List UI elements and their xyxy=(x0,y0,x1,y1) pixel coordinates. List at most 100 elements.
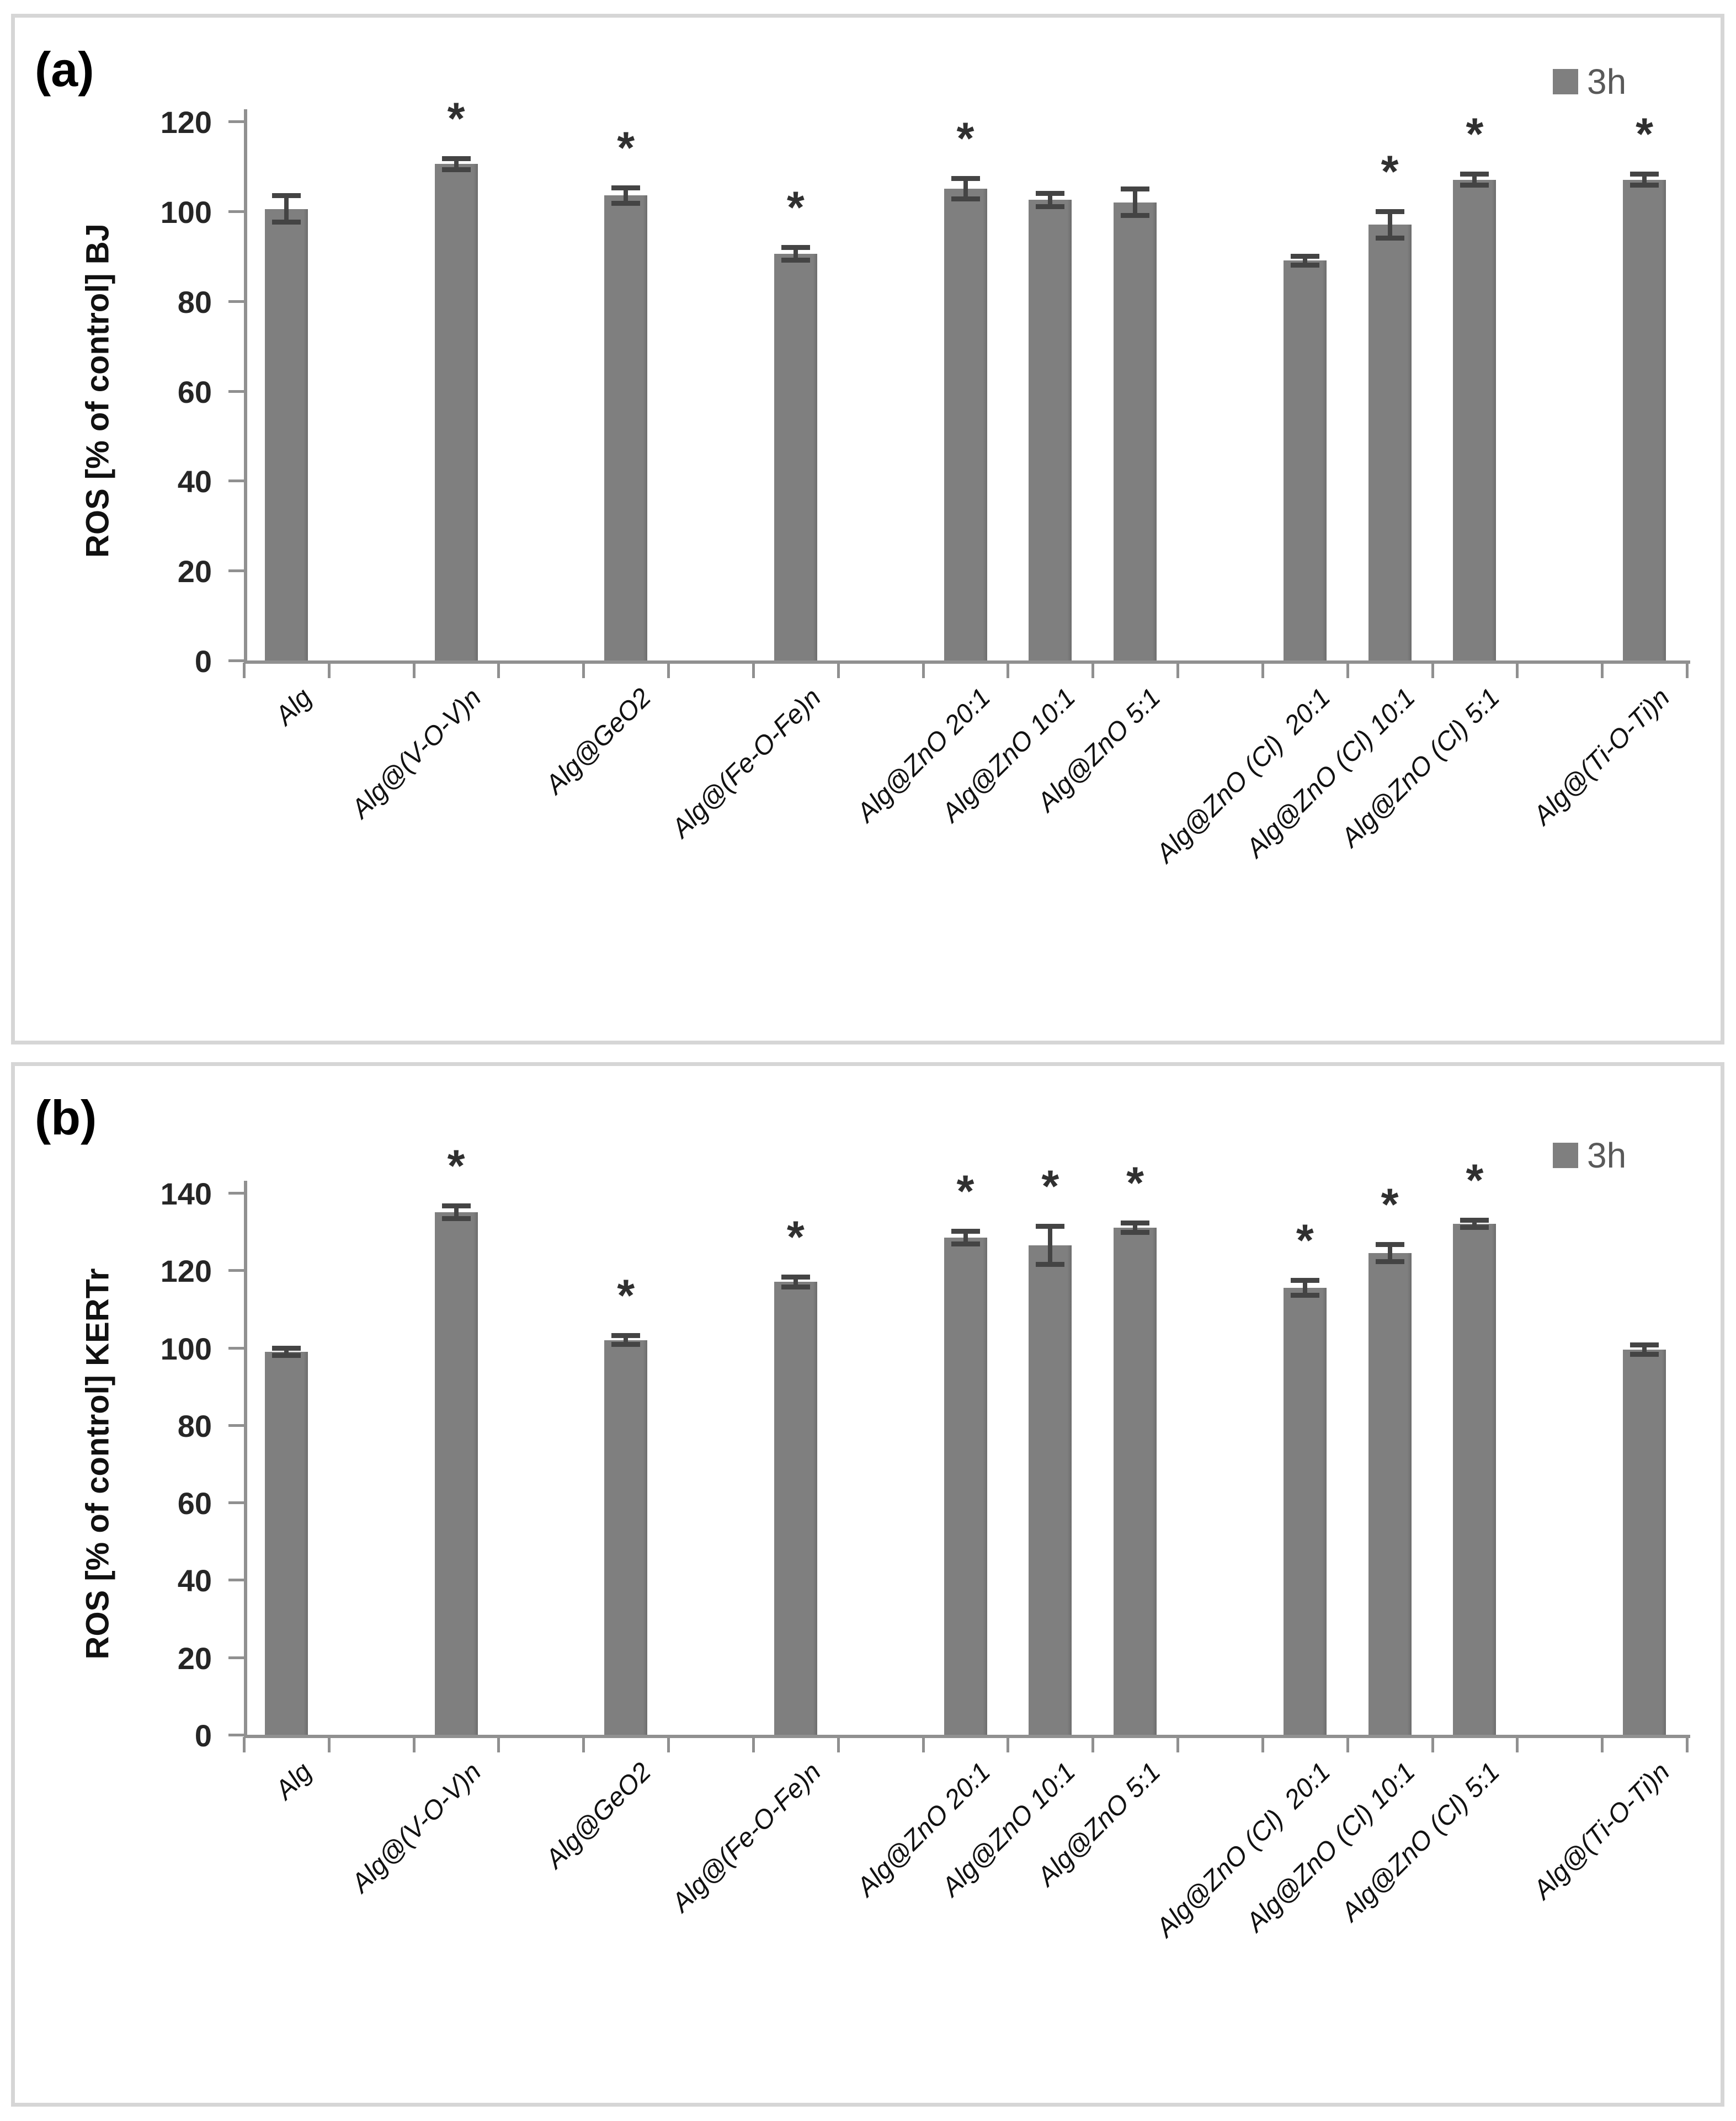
error-bar-cap-bottom xyxy=(781,258,810,263)
x-tick-mark xyxy=(582,663,585,678)
x-tick-mark xyxy=(1516,1737,1519,1752)
error-bar xyxy=(1387,1244,1392,1262)
bar-Alg@ZnO-10:1 xyxy=(1029,200,1072,660)
error-bar-cap-bottom xyxy=(1460,183,1489,188)
bar-Alg@(Ti-O-Ti)n xyxy=(1623,1350,1666,1735)
y-tick-mark xyxy=(228,1579,244,1582)
category-label: Alg@ZnO (Cl) 5:1 xyxy=(1335,683,1506,853)
error-bar-cap-top xyxy=(951,176,980,182)
significance-asterisk: * xyxy=(447,1141,465,1192)
significance-asterisk: * xyxy=(617,1271,635,1321)
category-label: Alg@(Fe-O-Fe)n xyxy=(666,1757,827,1918)
x-tick-mark xyxy=(752,663,755,678)
y-tick-label: 40 xyxy=(177,1563,212,1598)
category-label: Alg@(V-O-V)n xyxy=(346,683,487,824)
y-tick-label: 80 xyxy=(177,284,212,319)
y-tick-label: 140 xyxy=(160,1176,212,1211)
bar-Alg@ZnO-5:1 xyxy=(1114,202,1157,660)
x-tick-mark xyxy=(497,1737,500,1752)
significance-asterisk: * xyxy=(1466,109,1484,160)
x-tick-mark xyxy=(1176,1737,1180,1752)
error-bar xyxy=(624,187,629,204)
x-tick-mark xyxy=(1431,663,1434,678)
significance-asterisk: * xyxy=(956,1166,974,1217)
y-tick-mark xyxy=(228,390,244,393)
error-bar xyxy=(1048,1225,1053,1265)
panel-letter-a: (a) xyxy=(35,42,94,97)
bar-Alg@(Fe-O-Fe)n xyxy=(774,254,817,660)
error-bar-cap-bottom xyxy=(951,1241,980,1246)
error-bar xyxy=(793,247,798,261)
y-tick-mark xyxy=(228,1501,244,1505)
x-axis-line xyxy=(244,660,1690,664)
significance-asterisk: * xyxy=(786,182,805,233)
x-tick-mark xyxy=(1601,1737,1604,1752)
x-tick-mark xyxy=(752,1737,755,1752)
y-tick-mark xyxy=(228,1346,244,1350)
y-tick-mark xyxy=(228,569,244,573)
error-bar-cap-top xyxy=(781,244,810,250)
error-bar xyxy=(1048,193,1053,207)
error-bar-cap-bottom xyxy=(611,1341,641,1347)
x-tick-mark xyxy=(327,1737,331,1752)
bar-Alg@(Fe-O-Fe)n xyxy=(774,1282,817,1735)
x-tick-mark xyxy=(412,663,416,678)
y-axis-line xyxy=(244,109,247,664)
error-bar xyxy=(284,195,289,223)
bar-Alg xyxy=(264,209,308,660)
legend-swatch-icon xyxy=(1553,69,1578,94)
panel-b: (b) ROS [% of control] KERTr 3h 0 20 40 60 8… xyxy=(11,1062,1724,2107)
error-bar-cap-top xyxy=(1630,172,1659,177)
error-bar xyxy=(1387,211,1392,238)
error-bar-cap-top xyxy=(1375,209,1404,214)
significance-asterisk: * xyxy=(1466,1155,1484,1206)
bar-Alg@ZnO-(Cl)-5:1 xyxy=(1453,179,1497,660)
x-tick-mark xyxy=(412,1737,416,1752)
y-tick-label: 20 xyxy=(177,1640,212,1676)
x-tick-mark xyxy=(1091,663,1095,678)
bar-Alg@GeO2 xyxy=(604,195,648,660)
y-tick-mark xyxy=(228,1656,244,1659)
error-bar xyxy=(1302,1280,1307,1296)
error-bar xyxy=(1472,1220,1477,1228)
error-bar-cap-top xyxy=(441,1203,471,1209)
y-tick-label: 100 xyxy=(160,194,212,230)
bar-Alg@ZnO-(Cl)-20:1 xyxy=(1283,260,1327,660)
panel-letter-b: (b) xyxy=(35,1090,97,1145)
error-bar-cap-bottom xyxy=(1290,1292,1319,1298)
error-bar-cap-top xyxy=(951,1228,980,1234)
error-bar-cap-top xyxy=(1121,186,1150,192)
x-tick-mark xyxy=(582,1737,585,1752)
error-bar xyxy=(963,1230,968,1244)
x-tick-mark xyxy=(1007,1737,1010,1752)
bar-Alg@(V-O-V)n xyxy=(434,164,478,660)
y-tick-mark xyxy=(228,479,244,483)
x-tick-mark xyxy=(922,663,925,678)
error-bar-cap-top xyxy=(611,185,641,190)
bar-Alg@(V-O-V)n xyxy=(434,1212,478,1735)
category-label: Alg@ZnO (Cl) 5:1 xyxy=(1335,1757,1506,1927)
error-bar-cap-top xyxy=(1375,1241,1404,1247)
x-tick-mark xyxy=(837,1737,840,1752)
significance-asterisk: * xyxy=(1381,1179,1399,1230)
significance-asterisk: * xyxy=(1636,109,1654,160)
bar-Alg@GeO2 xyxy=(604,1340,648,1735)
error-bar-cap-top xyxy=(1290,1277,1319,1283)
bar-Alg@ZnO-10:1 xyxy=(1029,1245,1072,1735)
y-tick-label: 0 xyxy=(194,644,212,679)
plot-b: 0 20 40 60 80 100 120 140 Alg * Alg@(V-O-V)n * Alg@G… xyxy=(15,1066,1721,2103)
x-tick-mark xyxy=(243,663,246,678)
error-bar-cap-top xyxy=(1630,1342,1659,1347)
significance-asterisk: * xyxy=(617,122,635,173)
error-bar-cap-bottom xyxy=(1630,183,1659,188)
error-bar-cap-bottom xyxy=(1375,1259,1404,1264)
category-label: Alg@(Ti-O-Ti)n xyxy=(1527,683,1676,831)
legend-label-a: 3h xyxy=(1587,62,1627,102)
y-tick-mark xyxy=(228,1269,244,1272)
x-tick-mark xyxy=(1176,663,1180,678)
y-tick-label: 20 xyxy=(177,554,212,589)
y-tick-label: 40 xyxy=(177,464,212,499)
legend-swatch-icon xyxy=(1553,1143,1578,1168)
y-tick-label: 60 xyxy=(177,1486,212,1521)
error-bar-cap-bottom xyxy=(1460,1225,1489,1230)
